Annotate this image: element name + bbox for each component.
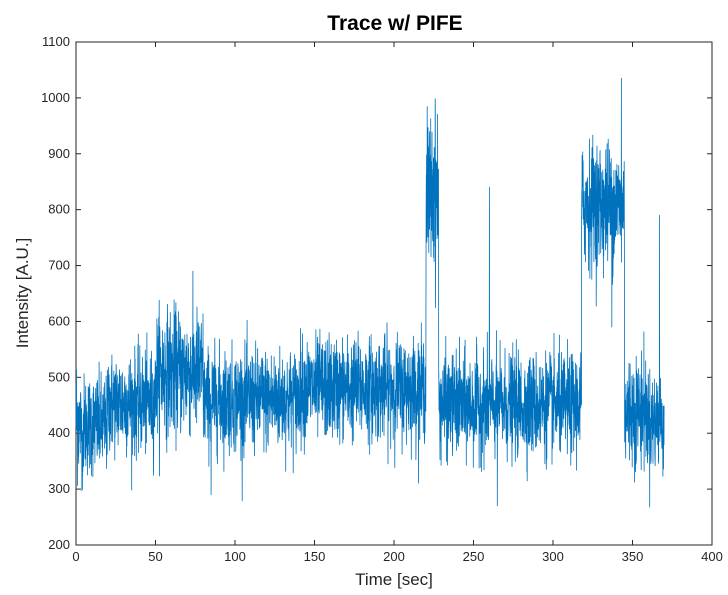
x-tick-label: 250 bbox=[463, 549, 485, 564]
y-tick-label: 200 bbox=[48, 537, 70, 552]
x-tick-label: 0 bbox=[72, 549, 79, 564]
x-axis-label: Time [sec] bbox=[355, 570, 433, 589]
y-tick-label: 600 bbox=[48, 313, 70, 328]
series-line bbox=[75, 77, 665, 508]
x-axis: 0 50 100 150 200 250 300 350 400 bbox=[72, 42, 723, 564]
x-tick-label: 100 bbox=[224, 549, 246, 564]
x-tick-label: 400 bbox=[701, 549, 723, 564]
plot-area bbox=[75, 41, 713, 546]
y-tick-label: 300 bbox=[48, 481, 70, 496]
x-tick-label: 50 bbox=[148, 549, 162, 564]
x-tick-label: 300 bbox=[542, 549, 564, 564]
x-tick-label: 150 bbox=[304, 549, 326, 564]
chart-title: Trace w/ PIFE bbox=[327, 12, 462, 35]
x-tick-label: 350 bbox=[622, 549, 644, 564]
y-tick-label: 900 bbox=[48, 146, 70, 161]
y-tick-label: 400 bbox=[48, 425, 70, 440]
x-tick-label: 200 bbox=[383, 549, 405, 564]
y-tick-label: 800 bbox=[48, 202, 70, 217]
y-axis: 200 300 400 500 600 700 800 900 1000 1100 bbox=[41, 34, 712, 552]
y-tick-label: 700 bbox=[48, 258, 70, 273]
y-tick-label: 1100 bbox=[42, 34, 70, 49]
y-axis-label: Intensity [A.U.] bbox=[13, 238, 32, 349]
y-tick-label: 1000 bbox=[41, 90, 70, 105]
y-tick-label: 500 bbox=[48, 369, 70, 384]
